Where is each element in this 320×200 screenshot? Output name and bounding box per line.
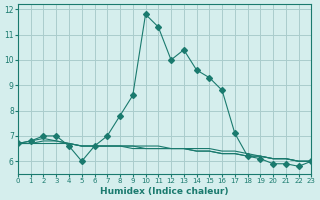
X-axis label: Humidex (Indice chaleur): Humidex (Indice chaleur) [100,187,229,196]
